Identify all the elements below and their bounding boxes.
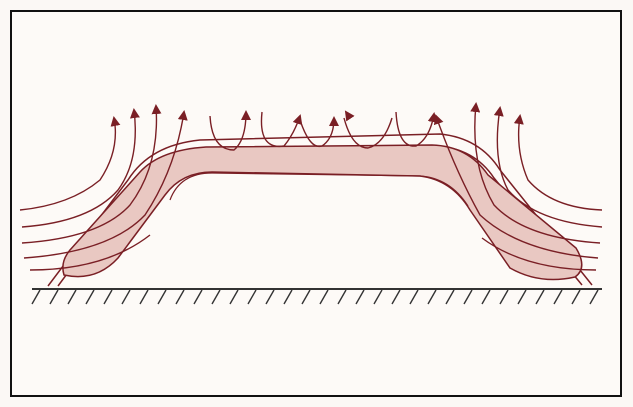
top-loop-arrows bbox=[209, 110, 438, 151]
right-field-lines bbox=[433, 102, 603, 271]
ground-hatching bbox=[31, 289, 599, 305]
inner-body-outline bbox=[169, 172, 469, 207]
left-field-lines bbox=[19, 104, 188, 271]
outer-envelope-line bbox=[47, 133, 593, 287]
shaded-core bbox=[62, 144, 583, 281]
